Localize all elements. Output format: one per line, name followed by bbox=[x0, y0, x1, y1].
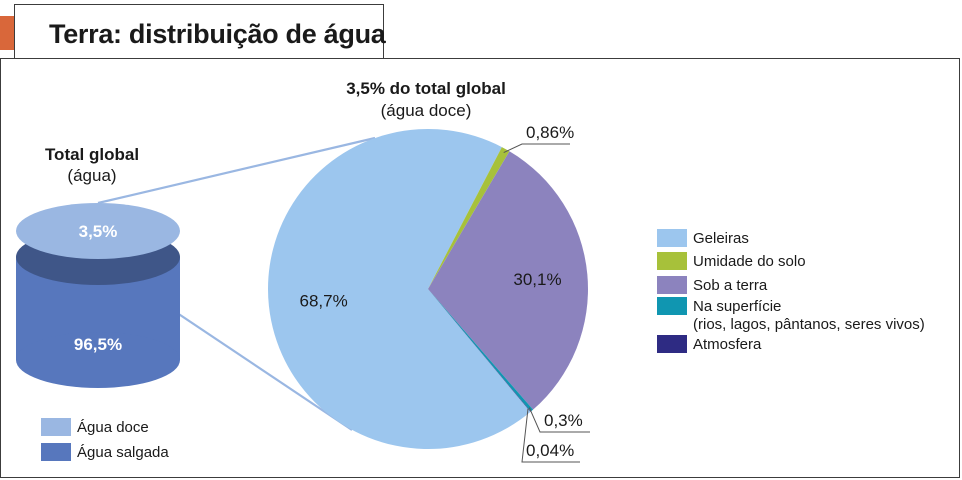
pie-label-na-superficie: 0,3% bbox=[544, 411, 583, 430]
page-title: Terra: distribuição de água bbox=[49, 19, 386, 49]
pie-slice-umidade-do-solo bbox=[428, 147, 510, 289]
legend-swatch-saltwater bbox=[41, 443, 71, 461]
legend-atmosfera-swatch bbox=[657, 335, 687, 353]
legend-geleiras-swatch bbox=[657, 229, 687, 247]
pie-slice-sob-a-terra bbox=[428, 151, 588, 410]
cylinder-legend: Água doce Água salgada bbox=[41, 418, 169, 461]
pie-label-atmosfera-leader bbox=[521, 408, 580, 463]
legend-sob-a-terra-label: Sob a terra bbox=[693, 277, 768, 294]
pie-label-umidade-do-solo: 0,86% bbox=[526, 123, 574, 142]
cylinder-chart bbox=[16, 203, 180, 388]
cylinder-freshwater-top bbox=[16, 203, 180, 259]
legend-atmosfera-label: Atmosfera bbox=[693, 336, 762, 353]
pie-label-sob-a-terra: 30,1% bbox=[513, 270, 561, 289]
pie-title: 3,5% do total global bbox=[346, 79, 506, 98]
cylinder-bottom bbox=[16, 332, 180, 388]
pie-slice-geleiras bbox=[267, 129, 531, 450]
freshwater-value-label: 3,5% bbox=[79, 222, 118, 241]
pie-legend: Geleiras Umidade do solo Sob a terra Na sup… bbox=[657, 229, 925, 353]
saltwater-value-label: 96,5% bbox=[74, 335, 122, 354]
pie-leader-lines bbox=[503, 143, 590, 463]
pie-label-geleiras: 68,7% bbox=[299, 291, 347, 310]
legend-umidade-do-solo-swatch bbox=[657, 252, 687, 270]
legend-na-superficie-sublabel: (rios, lagos, pântanos, seres vivos) bbox=[693, 316, 925, 333]
pie-slice-atmosfera bbox=[428, 289, 531, 412]
legend-geleiras-label: Geleiras bbox=[693, 230, 749, 247]
pie-subtitle: (água doce) bbox=[381, 101, 472, 120]
pie-slice-na-superficie bbox=[428, 289, 534, 412]
legend-umidade-do-solo-label: Umidade do solo bbox=[693, 253, 806, 270]
legend-na-superficie-label: Na superfície bbox=[693, 298, 781, 315]
pie-chart bbox=[267, 129, 588, 450]
pie-labels: 68,7% 30,1% 0,86% 0,3% 0,04% bbox=[299, 123, 582, 460]
pie-label-umidade-do-solo-leader bbox=[503, 143, 570, 154]
legend-label-saltwater: Água salgada bbox=[77, 444, 169, 461]
cylinder-title: Total global bbox=[45, 145, 139, 164]
pie-label-atmosfera: 0,04% bbox=[526, 441, 574, 460]
legend-na-superficie-swatch bbox=[657, 297, 687, 315]
legend-sob-a-terra-swatch bbox=[657, 276, 687, 294]
title-tab: Terra: distribuição de água bbox=[14, 4, 386, 58]
legend-swatch-freshwater bbox=[41, 418, 71, 436]
cylinder-subtitle: (água) bbox=[67, 166, 116, 185]
legend-label-freshwater: Água doce bbox=[77, 419, 149, 436]
pie-label-na-superficie-leader bbox=[528, 407, 590, 433]
title-accent bbox=[0, 16, 14, 50]
connector-line-top bbox=[97, 136, 376, 205]
